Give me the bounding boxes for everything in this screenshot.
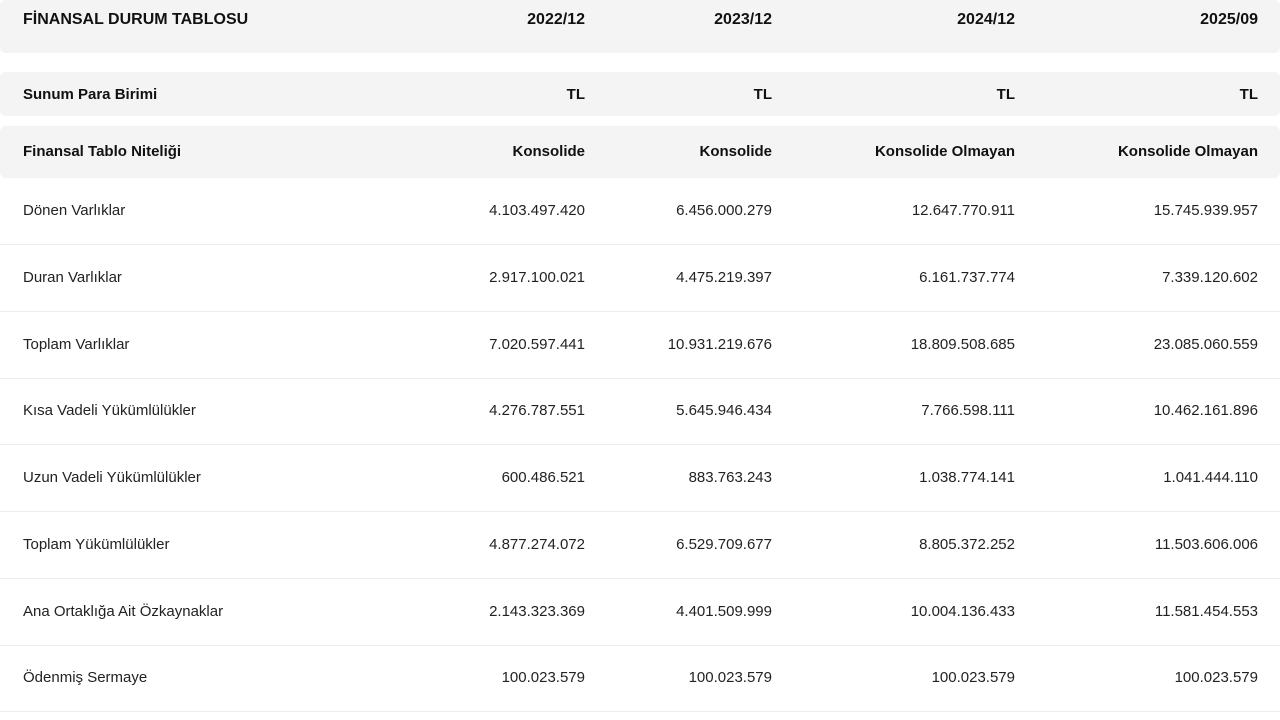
row-label: Kısa Vadeli Yükümlülükler bbox=[23, 402, 196, 419]
row-value: 4.276.787.551 bbox=[489, 402, 585, 419]
table-row: Ödenmiş Sermaye 100.023.579 100.023.579 … bbox=[0, 645, 1280, 712]
row-value: 4.877.274.072 bbox=[489, 536, 585, 553]
row-value: 11.581.454.553 bbox=[1154, 603, 1258, 620]
row-label: Ana Ortaklığa Ait Özkaynaklar bbox=[23, 603, 224, 620]
row-value: 10.004.136.433 bbox=[910, 603, 1015, 620]
row-value: 1.038.774.141 bbox=[919, 469, 1015, 486]
period-header-1: 2022/12 bbox=[527, 11, 585, 28]
statement-nature-value: Konsolide bbox=[512, 143, 585, 160]
statement-nature-row: Finansal Tablo Niteliği Konsolide Konsol… bbox=[0, 126, 1280, 178]
row-value: 100.023.579 bbox=[1174, 669, 1258, 686]
row-value: 7.020.597.441 bbox=[489, 336, 585, 353]
currency-value: TL bbox=[566, 86, 585, 103]
table-row: Toplam Varlıklar 7.020.597.441 10.931.21… bbox=[0, 312, 1280, 379]
row-value: 100.023.579 bbox=[501, 669, 585, 686]
row-value: 4.475.219.397 bbox=[676, 269, 772, 286]
table-row: Duran Varlıklar 2.917.100.021 4.475.219.… bbox=[0, 245, 1280, 312]
table-row: Dönen Varlıklar 4.103.497.420 6.456.000.… bbox=[0, 178, 1280, 245]
currency-value: TL bbox=[996, 86, 1015, 103]
row-label: Duran Varlıklar bbox=[23, 269, 122, 286]
row-value: 7.339.120.602 bbox=[1162, 269, 1258, 286]
row-value: 18.809.508.685 bbox=[910, 336, 1015, 353]
period-header-2: 2023/12 bbox=[714, 11, 772, 28]
row-value: 5.645.946.434 bbox=[676, 402, 772, 419]
currency-row: Sunum Para Birimi TL TL TL TL bbox=[0, 72, 1280, 116]
row-value: 883.763.243 bbox=[688, 469, 772, 486]
row-value: 4.103.497.420 bbox=[489, 202, 585, 219]
row-value: 1.041.444.110 bbox=[1163, 469, 1258, 486]
table-row: Kısa Vadeli Yükümlülükler 4.276.787.551 … bbox=[0, 378, 1280, 445]
row-label: Uzun Vadeli Yükümlülükler bbox=[23, 469, 201, 486]
period-header-3: 2024/12 bbox=[957, 11, 1015, 28]
statement-nature-value: Konsolide Olmayan bbox=[874, 143, 1015, 160]
currency-value: TL bbox=[753, 86, 772, 103]
currency-label: Sunum Para Birimi bbox=[23, 86, 158, 103]
row-value: 10.931.219.676 bbox=[667, 336, 772, 353]
table-row: Uzun Vadeli Yükümlülükler 600.486.521 88… bbox=[0, 445, 1280, 512]
table-title: FİNANSAL DURUM TABLOSU bbox=[23, 11, 249, 28]
statement-nature-value: Konsolide bbox=[699, 143, 772, 160]
currency-value: TL bbox=[1239, 86, 1258, 103]
row-value: 23.085.060.559 bbox=[1153, 336, 1258, 353]
row-value: 10.462.161.896 bbox=[1153, 402, 1258, 419]
row-value: 7.766.598.111 bbox=[921, 402, 1015, 419]
row-value: 8.805.372.252 bbox=[919, 536, 1015, 553]
table-row: Ana Ortaklığa Ait Özkaynaklar 2.143.323.… bbox=[0, 579, 1280, 646]
row-value: 11.503.606.006 bbox=[1154, 536, 1258, 553]
row-label: Dönen Varlıklar bbox=[23, 202, 126, 219]
period-header-4: 2025/09 bbox=[1200, 11, 1258, 28]
statement-nature-label: Finansal Tablo Niteliği bbox=[23, 143, 182, 160]
table-row: Toplam Yükümlülükler 4.877.274.072 6.529… bbox=[0, 512, 1280, 579]
row-value: 12.647.770.911 bbox=[911, 202, 1015, 219]
row-label: Toplam Varlıklar bbox=[23, 336, 130, 353]
row-value: 6.161.737.774 bbox=[919, 269, 1015, 286]
row-label: Ödenmiş Sermaye bbox=[23, 669, 148, 686]
statement-nature-value: Konsolide Olmayan bbox=[1117, 143, 1258, 160]
row-value: 2.143.323.369 bbox=[489, 603, 585, 620]
row-value: 4.401.509.999 bbox=[676, 603, 772, 620]
row-value: 100.023.579 bbox=[931, 669, 1015, 686]
row-value: 15.745.939.957 bbox=[1153, 202, 1258, 219]
row-value: 100.023.579 bbox=[688, 669, 772, 686]
row-value: 6.456.000.279 bbox=[676, 202, 772, 219]
row-label: Toplam Yükümlülükler bbox=[23, 536, 170, 553]
row-value: 6.529.709.677 bbox=[676, 536, 772, 553]
row-value: 2.917.100.021 bbox=[489, 269, 585, 286]
table-header: FİNANSAL DURUM TABLOSU 2022/12 2023/12 2… bbox=[0, 0, 1280, 53]
row-value: 600.486.521 bbox=[501, 469, 585, 486]
